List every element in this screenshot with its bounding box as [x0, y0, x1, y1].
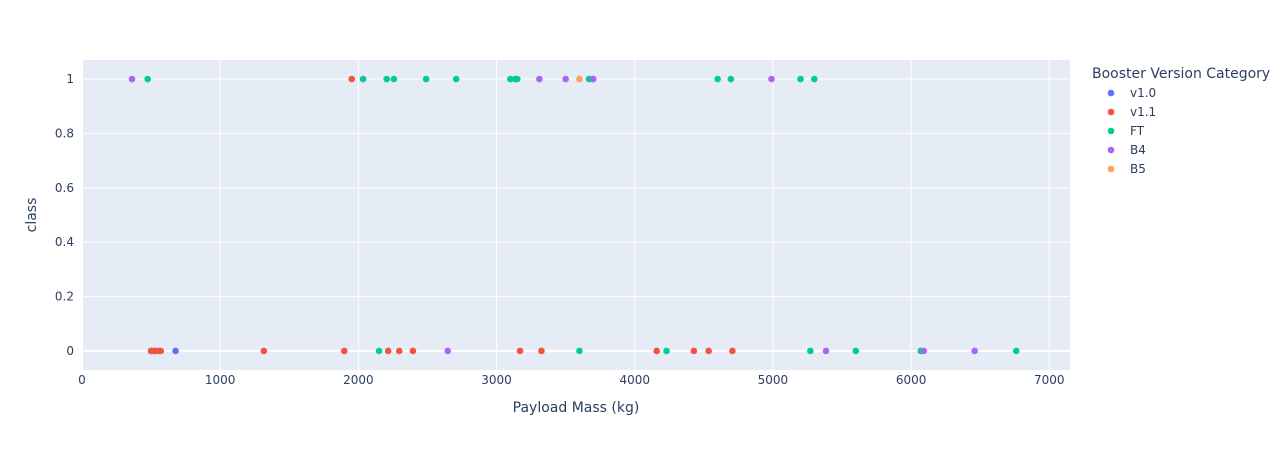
data-point — [729, 347, 736, 355]
y-tick-label: 0.2 — [55, 290, 74, 304]
data-point — [807, 347, 814, 355]
legend-item-B5[interactable]: B5 — [1107, 162, 1146, 176]
data-point — [409, 347, 417, 355]
series-B5 — [576, 75, 583, 83]
grid-lines — [81, 60, 1070, 370]
data-point — [375, 347, 383, 355]
data-point — [589, 75, 597, 83]
data-point — [705, 347, 712, 355]
axis-ticks: 0 1000 2000 3000 4000 5000 6000 7000 0 0.2 0.4 0.6 0… — [55, 72, 1065, 387]
data-point — [452, 75, 460, 83]
y-tick-label: 0 — [66, 344, 74, 358]
x-tick-label: 1000 — [205, 373, 236, 387]
data-point — [513, 75, 521, 83]
data-point — [516, 347, 524, 355]
data-point — [383, 75, 390, 83]
legend-marker — [1107, 89, 1115, 97]
data-point — [653, 347, 660, 355]
legend-label: B5 — [1130, 162, 1146, 176]
legend-marker — [1107, 146, 1115, 154]
series-v1.1 — [147, 75, 736, 355]
data-point — [507, 75, 514, 83]
data-points — [128, 75, 1020, 355]
data-point — [538, 347, 545, 355]
legend-label: v1.0 — [1130, 86, 1156, 100]
data-point — [390, 75, 398, 83]
legend[interactable]: Booster Version Category v1.0 v1.1 FT B4 B5 — [1092, 66, 1270, 176]
data-point — [971, 347, 978, 355]
legend-marker — [1107, 108, 1115, 116]
y-tick-label: 0.4 — [55, 235, 74, 249]
data-point — [359, 75, 367, 83]
legend-label: FT — [1130, 124, 1145, 138]
data-point — [384, 347, 392, 355]
data-point — [576, 75, 583, 83]
data-point — [768, 75, 775, 83]
data-point — [128, 75, 136, 83]
legend-marker — [1107, 165, 1115, 173]
x-tick-label: 5000 — [758, 373, 789, 387]
data-point — [576, 347, 583, 355]
x-axis-label: Payload Mass (kg) — [513, 400, 640, 416]
legend-marker — [1107, 127, 1115, 135]
y-axis-label: class — [24, 198, 40, 233]
data-point — [444, 347, 452, 355]
data-point — [797, 75, 804, 83]
data-point — [157, 347, 165, 355]
legend-item-v1.0[interactable]: v1.0 — [1107, 86, 1156, 100]
legend-item-B4[interactable]: B4 — [1107, 143, 1146, 157]
data-point — [172, 347, 179, 355]
y-tick-label: 1 — [66, 72, 74, 86]
x-tick-label: 7000 — [1034, 373, 1065, 387]
legend-label: v1.1 — [1130, 105, 1156, 119]
x-tick-label: 3000 — [481, 373, 512, 387]
x-tick-label: 0 — [78, 373, 86, 387]
data-point — [663, 347, 670, 355]
x-tick-label: 6000 — [896, 373, 927, 387]
data-point — [822, 347, 830, 355]
series-B4 — [128, 75, 978, 355]
legend-item-v1.1[interactable]: v1.1 — [1107, 105, 1156, 119]
y-tick-label: 0.8 — [55, 126, 74, 140]
legend-item-FT[interactable]: FT — [1107, 124, 1145, 138]
data-point — [260, 347, 268, 355]
data-point — [395, 347, 403, 355]
y-tick-label: 0.6 — [55, 181, 74, 195]
data-point — [562, 75, 569, 83]
data-point — [852, 347, 860, 355]
legend-label: B4 — [1130, 143, 1146, 157]
legend-title: Booster Version Category — [1092, 66, 1270, 82]
data-point — [920, 347, 928, 355]
data-point — [811, 75, 818, 83]
data-point — [422, 75, 430, 83]
data-point — [1012, 347, 1020, 355]
data-point — [144, 75, 151, 83]
data-point — [348, 75, 356, 83]
data-point — [714, 75, 721, 83]
data-point — [690, 347, 698, 355]
plot-area — [82, 60, 1070, 370]
series-FT — [144, 75, 1020, 355]
data-point — [536, 75, 543, 83]
x-tick-label: 4000 — [619, 373, 650, 387]
x-tick-label: 2000 — [343, 373, 374, 387]
data-point — [727, 75, 735, 83]
data-point — [340, 347, 348, 355]
